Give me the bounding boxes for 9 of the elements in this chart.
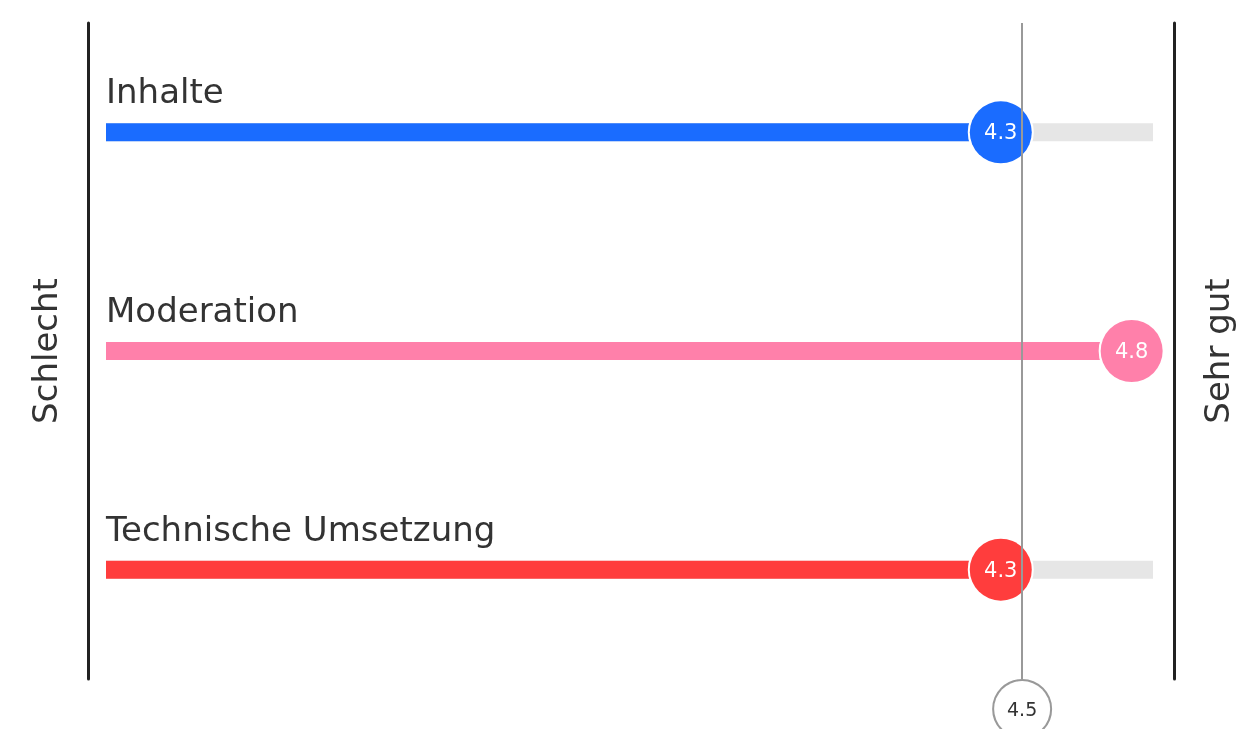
y2-axis-title: Sehr gut	[1197, 278, 1237, 424]
y-tick-label: Technische Umsetzung	[105, 508, 496, 549]
data-label: 4.8	[1114, 339, 1149, 363]
data-label: 4.3	[984, 557, 1018, 582]
y-tick-label: Inhalte	[106, 71, 224, 112]
y-axis-title: Schlecht	[25, 278, 65, 424]
y-tick-label: Moderation	[106, 290, 299, 330]
ref-line-label: 4.5	[1007, 698, 1038, 720]
data-label: 4.3	[984, 120, 1018, 145]
